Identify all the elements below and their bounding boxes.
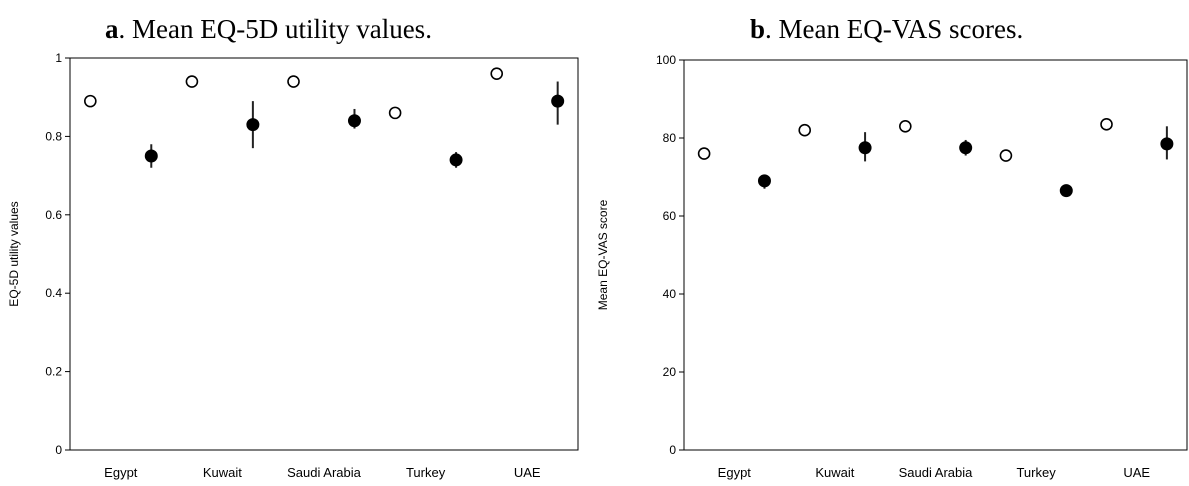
y-tick-label: 0 bbox=[55, 443, 62, 457]
open-circle-point bbox=[84, 94, 97, 108]
y-tick-label: 0.8 bbox=[45, 129, 62, 143]
open-circle-point bbox=[490, 67, 504, 80]
x-category-label: UAE bbox=[514, 465, 541, 480]
open-circle-point bbox=[798, 123, 812, 137]
x-category-label: Egypt bbox=[718, 465, 752, 480]
filled-circle-point bbox=[959, 141, 973, 155]
filled-circle-point bbox=[144, 149, 158, 163]
filled-circle-point bbox=[757, 174, 771, 188]
y-tick-label: 0.6 bbox=[45, 208, 62, 222]
y-axis-label: Mean EQ-VAS score bbox=[596, 199, 610, 310]
y-tick-label: 40 bbox=[663, 287, 677, 301]
plot-area-frame bbox=[683, 59, 1188, 451]
panel-a-title-letter: a bbox=[105, 14, 119, 44]
filled-circle-point bbox=[347, 114, 361, 128]
filled-circle-point bbox=[449, 153, 463, 167]
open-circle-point bbox=[388, 106, 402, 120]
x-category-label: Turkey bbox=[1016, 465, 1056, 480]
panel-a-title: a. Mean EQ-5D utility values. bbox=[105, 14, 505, 45]
panel-b-title-text: . Mean EQ-VAS scores. bbox=[765, 14, 1024, 44]
x-category-label: Turkey bbox=[406, 465, 446, 480]
x-category-label: Saudi Arabia bbox=[899, 465, 973, 480]
y-tick-label: 0.4 bbox=[45, 286, 62, 300]
chart-a: 0 0.2 0.4 0.6 0.8 1 EQ-5D utility values Egypt K… bbox=[7, 51, 579, 480]
panel-b-title-letter: b bbox=[750, 14, 766, 44]
x-category-label: Kuwait bbox=[815, 465, 854, 480]
y-tick-label: 60 bbox=[663, 209, 677, 223]
open-circle-point bbox=[899, 120, 912, 133]
y-tick-label: 100 bbox=[656, 53, 676, 67]
plot-area-frame bbox=[69, 57, 579, 451]
chart-b: 0 20 40 60 80 100 Mean EQ-VAS score Egypt Kuwait… bbox=[596, 53, 1188, 480]
y-tick-label: 1 bbox=[55, 51, 62, 65]
open-circle-point bbox=[185, 75, 199, 88]
open-circle-point bbox=[287, 75, 300, 88]
filled-circle-point bbox=[858, 141, 872, 155]
y-tick-label: 20 bbox=[663, 365, 677, 379]
x-category-label: UAE bbox=[1123, 465, 1150, 480]
x-category-label: Kuwait bbox=[203, 465, 242, 480]
open-circle-point bbox=[1100, 118, 1113, 131]
open-circle-point bbox=[999, 149, 1013, 162]
open-circle-point bbox=[697, 147, 711, 160]
filled-circle-point bbox=[1160, 137, 1174, 151]
y-tick-label: 0.2 bbox=[45, 365, 62, 379]
x-category-label: Egypt bbox=[104, 465, 138, 480]
y-tick-label: 0 bbox=[669, 443, 676, 457]
x-category-label: Saudi Arabia bbox=[287, 465, 361, 480]
panel-b-title: b. Mean EQ-VAS scores. bbox=[750, 14, 1150, 45]
y-axis-label: EQ-5D utility values bbox=[7, 201, 21, 306]
filled-circle-point bbox=[1059, 184, 1073, 198]
panel-a-title-text: . Mean EQ-5D utility values. bbox=[118, 14, 432, 44]
filled-circle-point bbox=[551, 94, 565, 108]
filled-circle-point bbox=[246, 118, 260, 132]
y-tick-label: 80 bbox=[663, 131, 677, 145]
